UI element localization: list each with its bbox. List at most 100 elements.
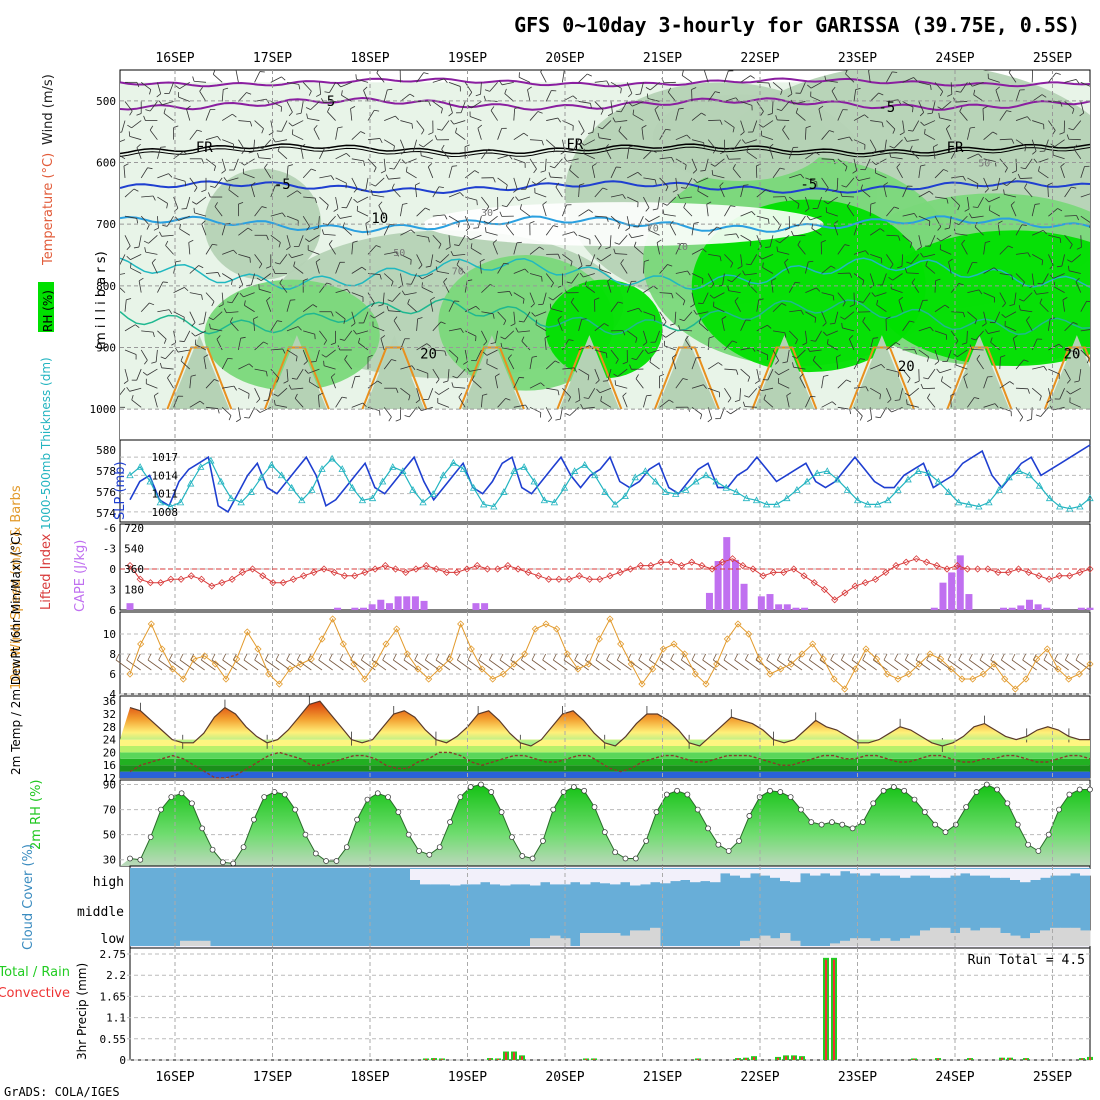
wind-barb xyxy=(772,167,781,179)
wind10m-barb xyxy=(414,659,429,671)
wind-barb xyxy=(958,215,968,225)
wind-barb xyxy=(179,81,191,90)
wind-barb xyxy=(1080,166,1085,179)
wind-barb xyxy=(1047,185,1049,198)
wind-speed-point xyxy=(435,665,443,673)
li-point xyxy=(422,562,430,570)
wind-barb-feather xyxy=(175,347,179,353)
cape-bar xyxy=(1034,604,1042,610)
wind-barb xyxy=(448,235,451,248)
rh2m-point xyxy=(395,809,402,815)
precip-conv-bar xyxy=(777,1057,779,1060)
wind-barb xyxy=(923,120,936,126)
wind-barb-feather xyxy=(1008,245,1014,249)
wind-barb xyxy=(392,292,401,302)
li-point xyxy=(1055,572,1063,580)
wind-barb xyxy=(335,196,339,209)
cloud-high-gap xyxy=(620,869,631,883)
wind-barb-feather xyxy=(710,163,716,167)
wind-barb-feather xyxy=(728,147,734,150)
wind-barb xyxy=(948,261,952,274)
wind-barb-feather xyxy=(588,209,593,213)
wind-barb xyxy=(157,147,162,159)
cloud-low-gap xyxy=(830,943,841,946)
wind-barb-feather xyxy=(175,260,181,263)
wind-barb xyxy=(997,223,1001,236)
isotherm-label: FR xyxy=(566,137,583,153)
wind10m-barb-feather xyxy=(947,653,952,661)
wind-barb-feather xyxy=(454,244,460,246)
wind-barb xyxy=(238,120,251,123)
wind-barb xyxy=(351,242,354,255)
wind-barb xyxy=(781,101,790,111)
wind-barb xyxy=(157,281,164,293)
wind-barb xyxy=(1005,311,1017,318)
thickness-point xyxy=(944,488,953,495)
wind-barb-feather xyxy=(1075,277,1080,282)
wind-barb xyxy=(772,330,785,334)
cloud-high-gap xyxy=(500,869,511,886)
wind-barb xyxy=(821,376,824,389)
wind-barb-feather xyxy=(541,276,543,282)
wind-barb-feather xyxy=(353,329,357,335)
wind-barb xyxy=(707,226,718,236)
wind-barb xyxy=(906,272,919,274)
cape-bar xyxy=(385,603,393,610)
wind-barb xyxy=(186,196,191,209)
wind-barb-feather xyxy=(500,336,506,340)
wind10m-barb xyxy=(958,659,973,671)
li-point xyxy=(167,575,175,583)
wind-barb xyxy=(497,398,506,408)
wind-barb-feather xyxy=(594,297,600,301)
wind-barb-feather xyxy=(415,399,421,404)
wind-barb-feather xyxy=(387,88,393,91)
wind-barb xyxy=(298,235,304,247)
wind-barb-feather xyxy=(147,167,153,170)
wind-speed-point xyxy=(169,665,177,673)
wind-barb xyxy=(722,273,725,286)
wind-barb-feather xyxy=(604,323,609,327)
wind10m-barb xyxy=(446,659,461,671)
wind-barb-feather xyxy=(597,126,603,130)
wind-barb xyxy=(138,280,142,293)
wind-barb-feather xyxy=(614,380,617,386)
rh2m-point xyxy=(983,781,990,788)
cloud-high-gap xyxy=(640,869,651,885)
wind-barb-feather xyxy=(726,410,731,415)
cloud-high-gap xyxy=(820,869,831,874)
wind-barb xyxy=(421,406,433,412)
rh2m-point xyxy=(529,855,536,862)
wind-barb xyxy=(383,273,394,282)
wind-barb xyxy=(254,71,261,83)
wind-barb-feather xyxy=(555,182,560,188)
cloud-high-gap xyxy=(790,869,801,883)
wind10m-barb xyxy=(1001,659,1016,671)
wind-barb xyxy=(659,399,670,408)
wind-barb-feather xyxy=(303,360,308,365)
wind-speed-point xyxy=(809,640,817,648)
wind-barb-feather xyxy=(466,235,471,241)
wind-barb xyxy=(228,189,239,198)
wind-barb xyxy=(768,147,774,159)
wind-barb-feather xyxy=(845,70,848,75)
wind-barb xyxy=(918,81,931,86)
wind-barb-feather xyxy=(885,316,891,320)
wind-barb-feather xyxy=(985,198,990,203)
precip-conv-bar xyxy=(1081,1058,1083,1060)
wind-barb xyxy=(275,404,288,408)
wind-barb xyxy=(719,185,725,198)
wind-barb xyxy=(244,158,255,166)
wind-barb-feather xyxy=(592,163,597,167)
wind-barb xyxy=(293,265,304,274)
wind-barb-feather xyxy=(223,308,227,313)
wind-barb-feather xyxy=(730,205,736,207)
wind-barb xyxy=(902,213,915,217)
wind-barb-feather xyxy=(727,279,733,283)
wind-barb-feather xyxy=(438,186,444,188)
rh2m-point xyxy=(405,831,412,838)
wind-barb xyxy=(383,359,392,370)
wind-barb xyxy=(825,80,838,83)
wind-barb xyxy=(626,281,632,293)
wind-barb xyxy=(569,169,579,179)
wind-barb xyxy=(1015,252,1028,255)
